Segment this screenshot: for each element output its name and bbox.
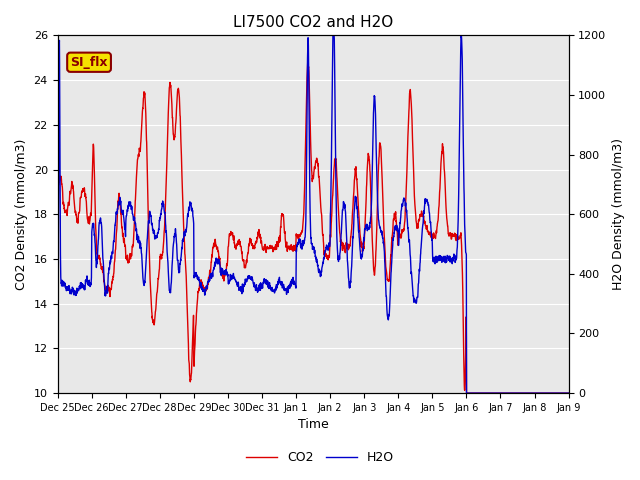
- CO2: [54, 333, 61, 339]
- CO2: [564, 390, 572, 396]
- H2O: [555, 390, 563, 396]
- H2O: [272, 286, 280, 291]
- H2O: [250, 281, 257, 287]
- Line: H2O: H2O: [58, 36, 568, 393]
- CO2: [500, 390, 508, 396]
- Y-axis label: H2O Density (mmol/m3): H2O Density (mmol/m3): [612, 138, 625, 290]
- CO2: [272, 242, 280, 248]
- CO2: [250, 244, 257, 250]
- H2O: [500, 390, 508, 396]
- H2O: [564, 390, 572, 396]
- CO2: [112, 242, 120, 248]
- CO2: [142, 127, 150, 132]
- CO2: [463, 390, 470, 396]
- H2O: [54, 333, 61, 339]
- H2O: [112, 214, 120, 220]
- Y-axis label: CO2 Density (mmol/m3): CO2 Density (mmol/m3): [15, 139, 28, 290]
- H2O: [329, 33, 337, 38]
- H2O: [142, 258, 150, 264]
- X-axis label: Time: Time: [298, 419, 328, 432]
- Text: SI_flx: SI_flx: [70, 56, 108, 69]
- CO2: [555, 390, 563, 396]
- Legend: CO2, H2O: CO2, H2O: [241, 446, 399, 469]
- CO2: [304, 56, 312, 62]
- Title: LI7500 CO2 and H2O: LI7500 CO2 and H2O: [233, 15, 393, 30]
- Line: CO2: CO2: [58, 59, 568, 393]
- H2O: [463, 390, 470, 396]
